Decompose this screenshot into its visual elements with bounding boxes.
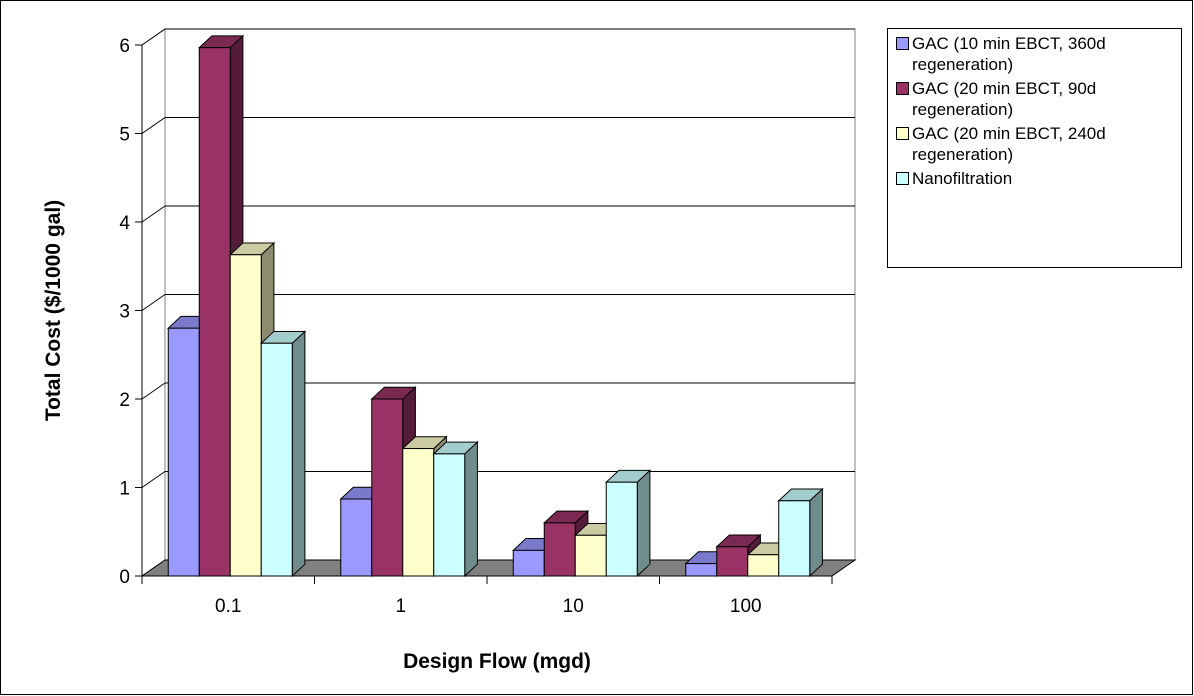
legend-label-gac-20-240: GAC (20 min EBCT, 240d regeneration) (912, 124, 1106, 164)
bar (229, 254, 262, 577)
gridline-side (141, 382, 166, 400)
x-axis-title: Design Flow (mgd) (403, 650, 591, 673)
legend-label-nanofiltration: Nanofiltration (912, 169, 1013, 188)
bar (167, 327, 200, 577)
bar (340, 498, 373, 577)
gridline-side (141, 28, 166, 46)
bar (747, 554, 780, 577)
y-tick-label: 5 (119, 125, 130, 146)
bar (778, 500, 811, 577)
bar-side (291, 330, 306, 578)
y-tick-label: 2 (119, 390, 130, 411)
x-tick-label: 10 (563, 596, 584, 617)
bar (260, 342, 293, 577)
y-axis-title: Total Cost ($/1000 gal) (42, 200, 65, 421)
legend-entry-nanofiltration: Nanofiltration (896, 168, 1173, 189)
y-tick-label: 4 (119, 213, 130, 234)
bar (543, 522, 576, 577)
gridline-side (141, 117, 166, 134)
bar (605, 481, 638, 577)
bar (433, 453, 466, 577)
y-tick-label: 0 (119, 567, 130, 588)
bar (512, 549, 545, 577)
y-tick-label: 6 (119, 36, 130, 57)
chart-legend: GAC (10 min EBCT, 360d regeneration) GAC… (887, 28, 1182, 268)
bar (574, 534, 607, 577)
legend-swatch-gac-20-240 (896, 127, 909, 140)
bar (685, 563, 718, 577)
bar (716, 546, 749, 577)
legend-entry-gac-20-90: GAC (20 min EBCT, 90d regeneration) (896, 78, 1173, 120)
bar (402, 448, 435, 577)
bar (198, 47, 231, 577)
legend-entry-gac-20-240: GAC (20 min EBCT, 240d regeneration) (896, 123, 1173, 165)
legend-swatch-gac-10-360 (896, 37, 909, 50)
x-tick-label: 1 (395, 596, 406, 617)
legend-swatch-nanofiltration (896, 172, 909, 185)
gridline-side (141, 471, 166, 488)
y-tick-label: 1 (119, 479, 130, 500)
x-tick-label: 0.1 (215, 596, 241, 617)
y-tick-label: 3 (119, 302, 130, 323)
legend-swatch-gac-20-90 (896, 82, 909, 95)
gridline-side (141, 205, 166, 223)
bar-side (464, 440, 478, 578)
x-tick-label: 100 (730, 596, 762, 617)
legend-label-gac-10-360: GAC (10 min EBCT, 360d regeneration) (912, 34, 1106, 74)
legend-label-gac-20-90: GAC (20 min EBCT, 90d regeneration) (912, 79, 1097, 119)
legend-entry-gac-10-360: GAC (10 min EBCT, 360d regeneration) (896, 33, 1173, 75)
bar (371, 398, 404, 577)
bar-side (636, 469, 651, 578)
bar-side (809, 487, 823, 578)
gridline-side (141, 294, 166, 311)
